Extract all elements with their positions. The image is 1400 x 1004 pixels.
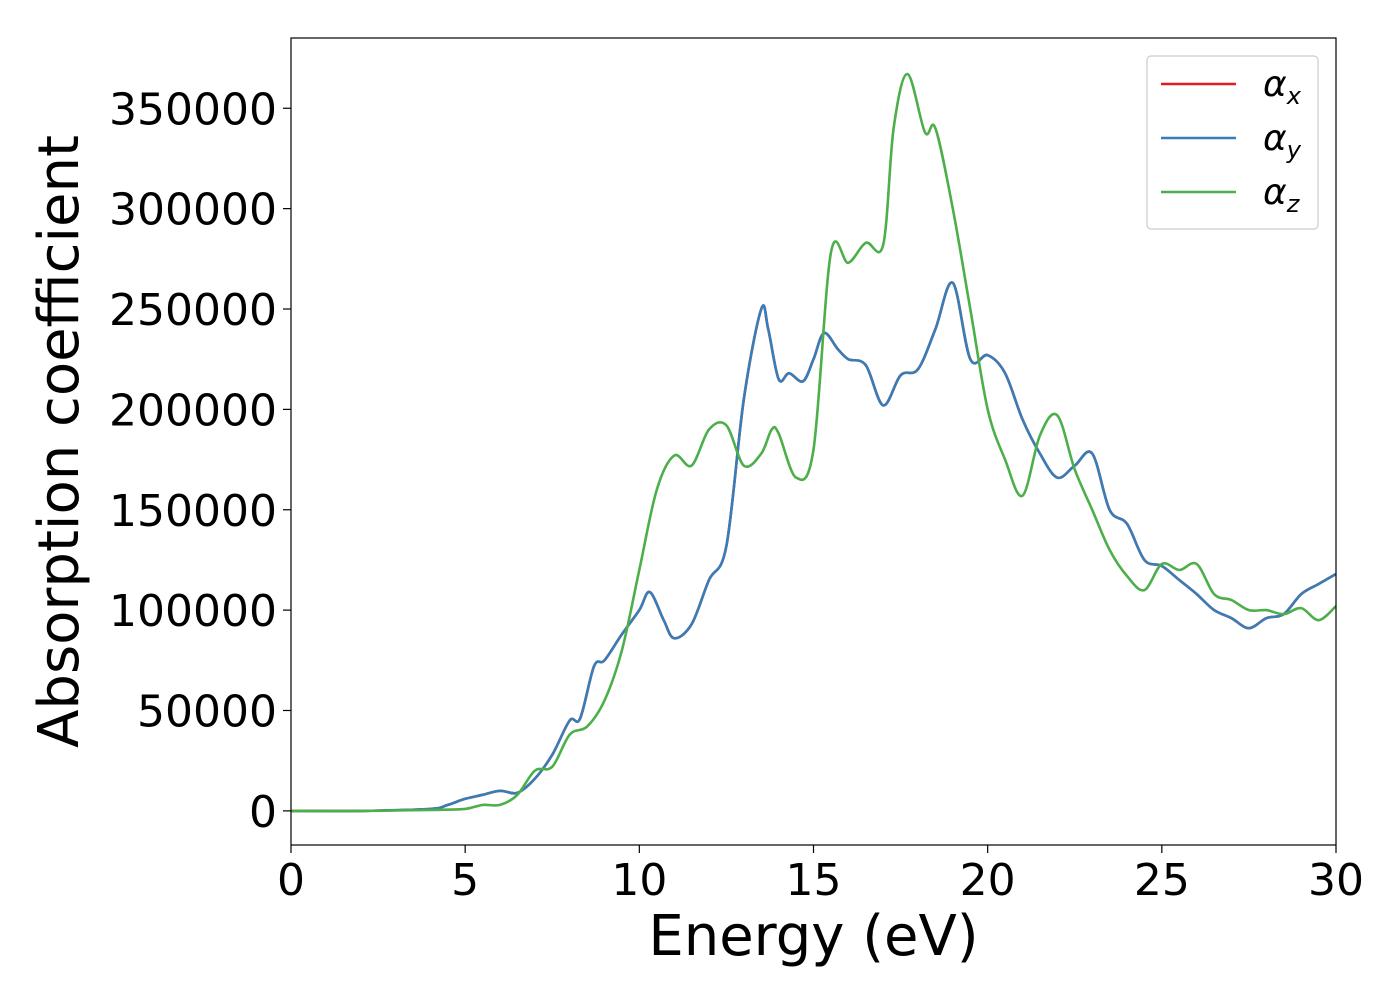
y-tick-label: 200000 [109,385,277,436]
x-tick-label: 15 [786,855,842,906]
y-tick-label: 150000 [109,486,277,537]
x-tick-label: 5 [451,855,479,906]
series-line-alpha-z [290,72,1337,813]
x-tick-label: 25 [1134,855,1190,906]
y-tick-label: 250000 [109,285,277,336]
series-line-alpha-y [290,281,1337,813]
x-axis-title: Energy (eV) [648,904,978,969]
y-tick-label: 0 [249,787,277,838]
y-tick-label: 100000 [109,586,277,637]
y-axis: 0 50000 100000 150000 200000 250000 300000 3500… [109,84,291,838]
y-tick-label: 50000 [137,687,277,738]
x-tick-label: 0 [277,855,305,906]
series-layer [290,72,1337,813]
y-tick-label: 300000 [109,185,277,236]
y-axis-title: Absorption coefficient [27,135,92,748]
x-tick-label: 10 [611,855,667,906]
x-tick-label: 30 [1308,855,1364,906]
y-tick-label: 350000 [109,84,277,135]
legend-box [1146,55,1319,230]
x-tick-label: 20 [960,855,1016,906]
x-axis: 0 5 10 15 20 25 30 [277,845,1364,906]
